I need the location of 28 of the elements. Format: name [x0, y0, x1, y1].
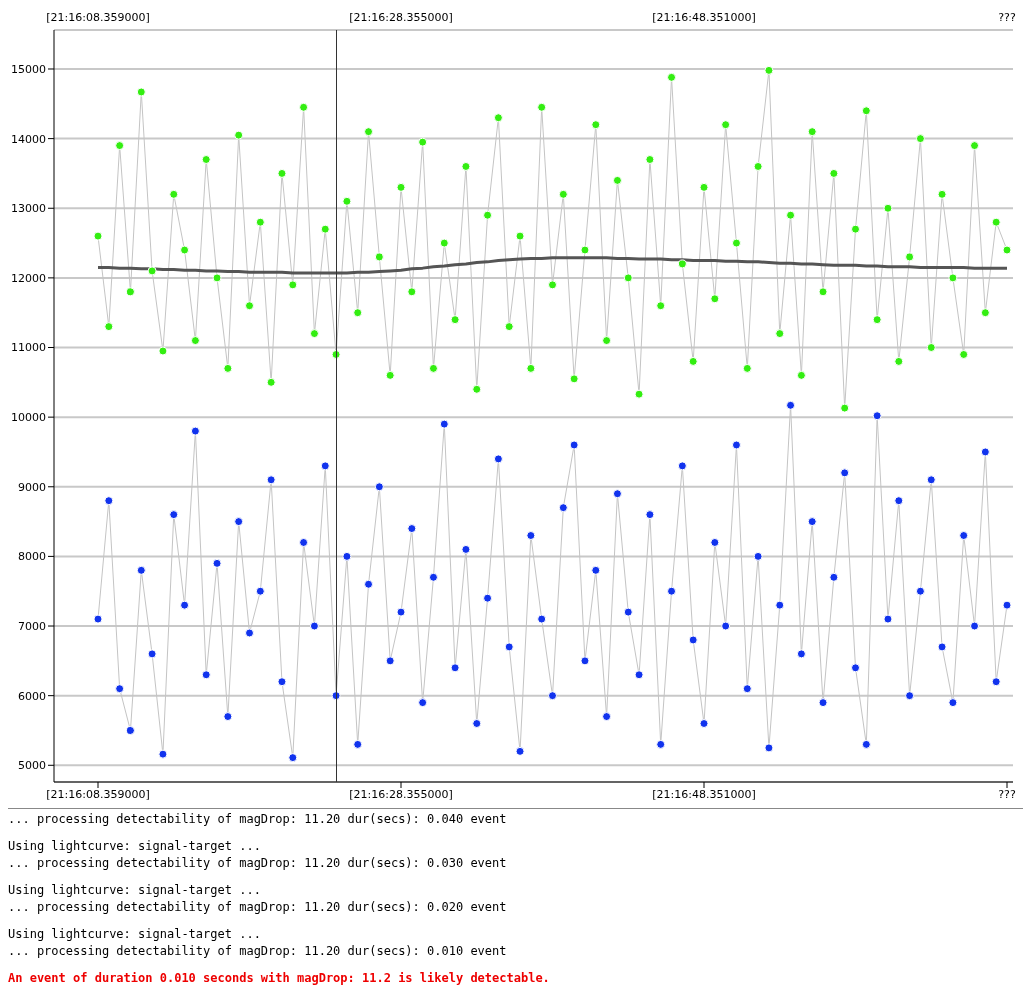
category-label: [21:16:28.355000]	[349, 11, 453, 24]
x-tick-label: ???	[998, 787, 1016, 801]
y-tick-label: 8000	[18, 550, 46, 564]
y-tick-label: 11000	[11, 341, 46, 355]
text: ... processing detectability of magDrop: 11.20 dur(secs): 0.020 event	[8, 899, 508, 916]
y-tick-label: 15000	[11, 62, 46, 76]
line-series	[96, 256, 1009, 275]
y-tick-label: 7000	[18, 619, 46, 633]
text: Using lightcurve: signal-target ...	[8, 882, 262, 899]
category-label: [21:16:48.351000]	[652, 11, 756, 24]
x-tick-label: [21:16:28.355000]	[349, 787, 453, 801]
text: Using lightcurve: signal-target ...	[8, 926, 262, 943]
y-tick-label: 6000	[18, 689, 46, 703]
x-tick-label: [21:16:48.351000]	[652, 787, 756, 801]
text: ... processing detectability of magDrop: 11.20 dur(secs): 0.040 event	[8, 811, 508, 828]
category-label: [21:16:08.359000]	[46, 11, 150, 24]
y-tick-label: 5000	[18, 759, 46, 773]
y-tick-label: 14000	[11, 132, 46, 146]
text: An event of duration 0.010 seconds with magDrop: 11.2 is likely detectable.	[8, 970, 551, 987]
category-label: ???	[998, 11, 1016, 24]
text: Using lightcurve: signal-target ...	[8, 838, 262, 855]
x-tick-label: [21:16:08.359000]	[46, 787, 150, 801]
y-tick-label: 10000	[11, 411, 46, 425]
y-tick-label: 9000	[18, 480, 46, 494]
text: ... processing detectability of magDrop: 11.20 dur(secs): 0.010 event	[8, 943, 508, 960]
y-tick-label: 13000	[11, 202, 46, 216]
text: ... processing detectability of magDrop: 11.20 dur(secs): 0.030 event	[8, 855, 508, 872]
y-tick-label: 12000	[11, 271, 46, 285]
